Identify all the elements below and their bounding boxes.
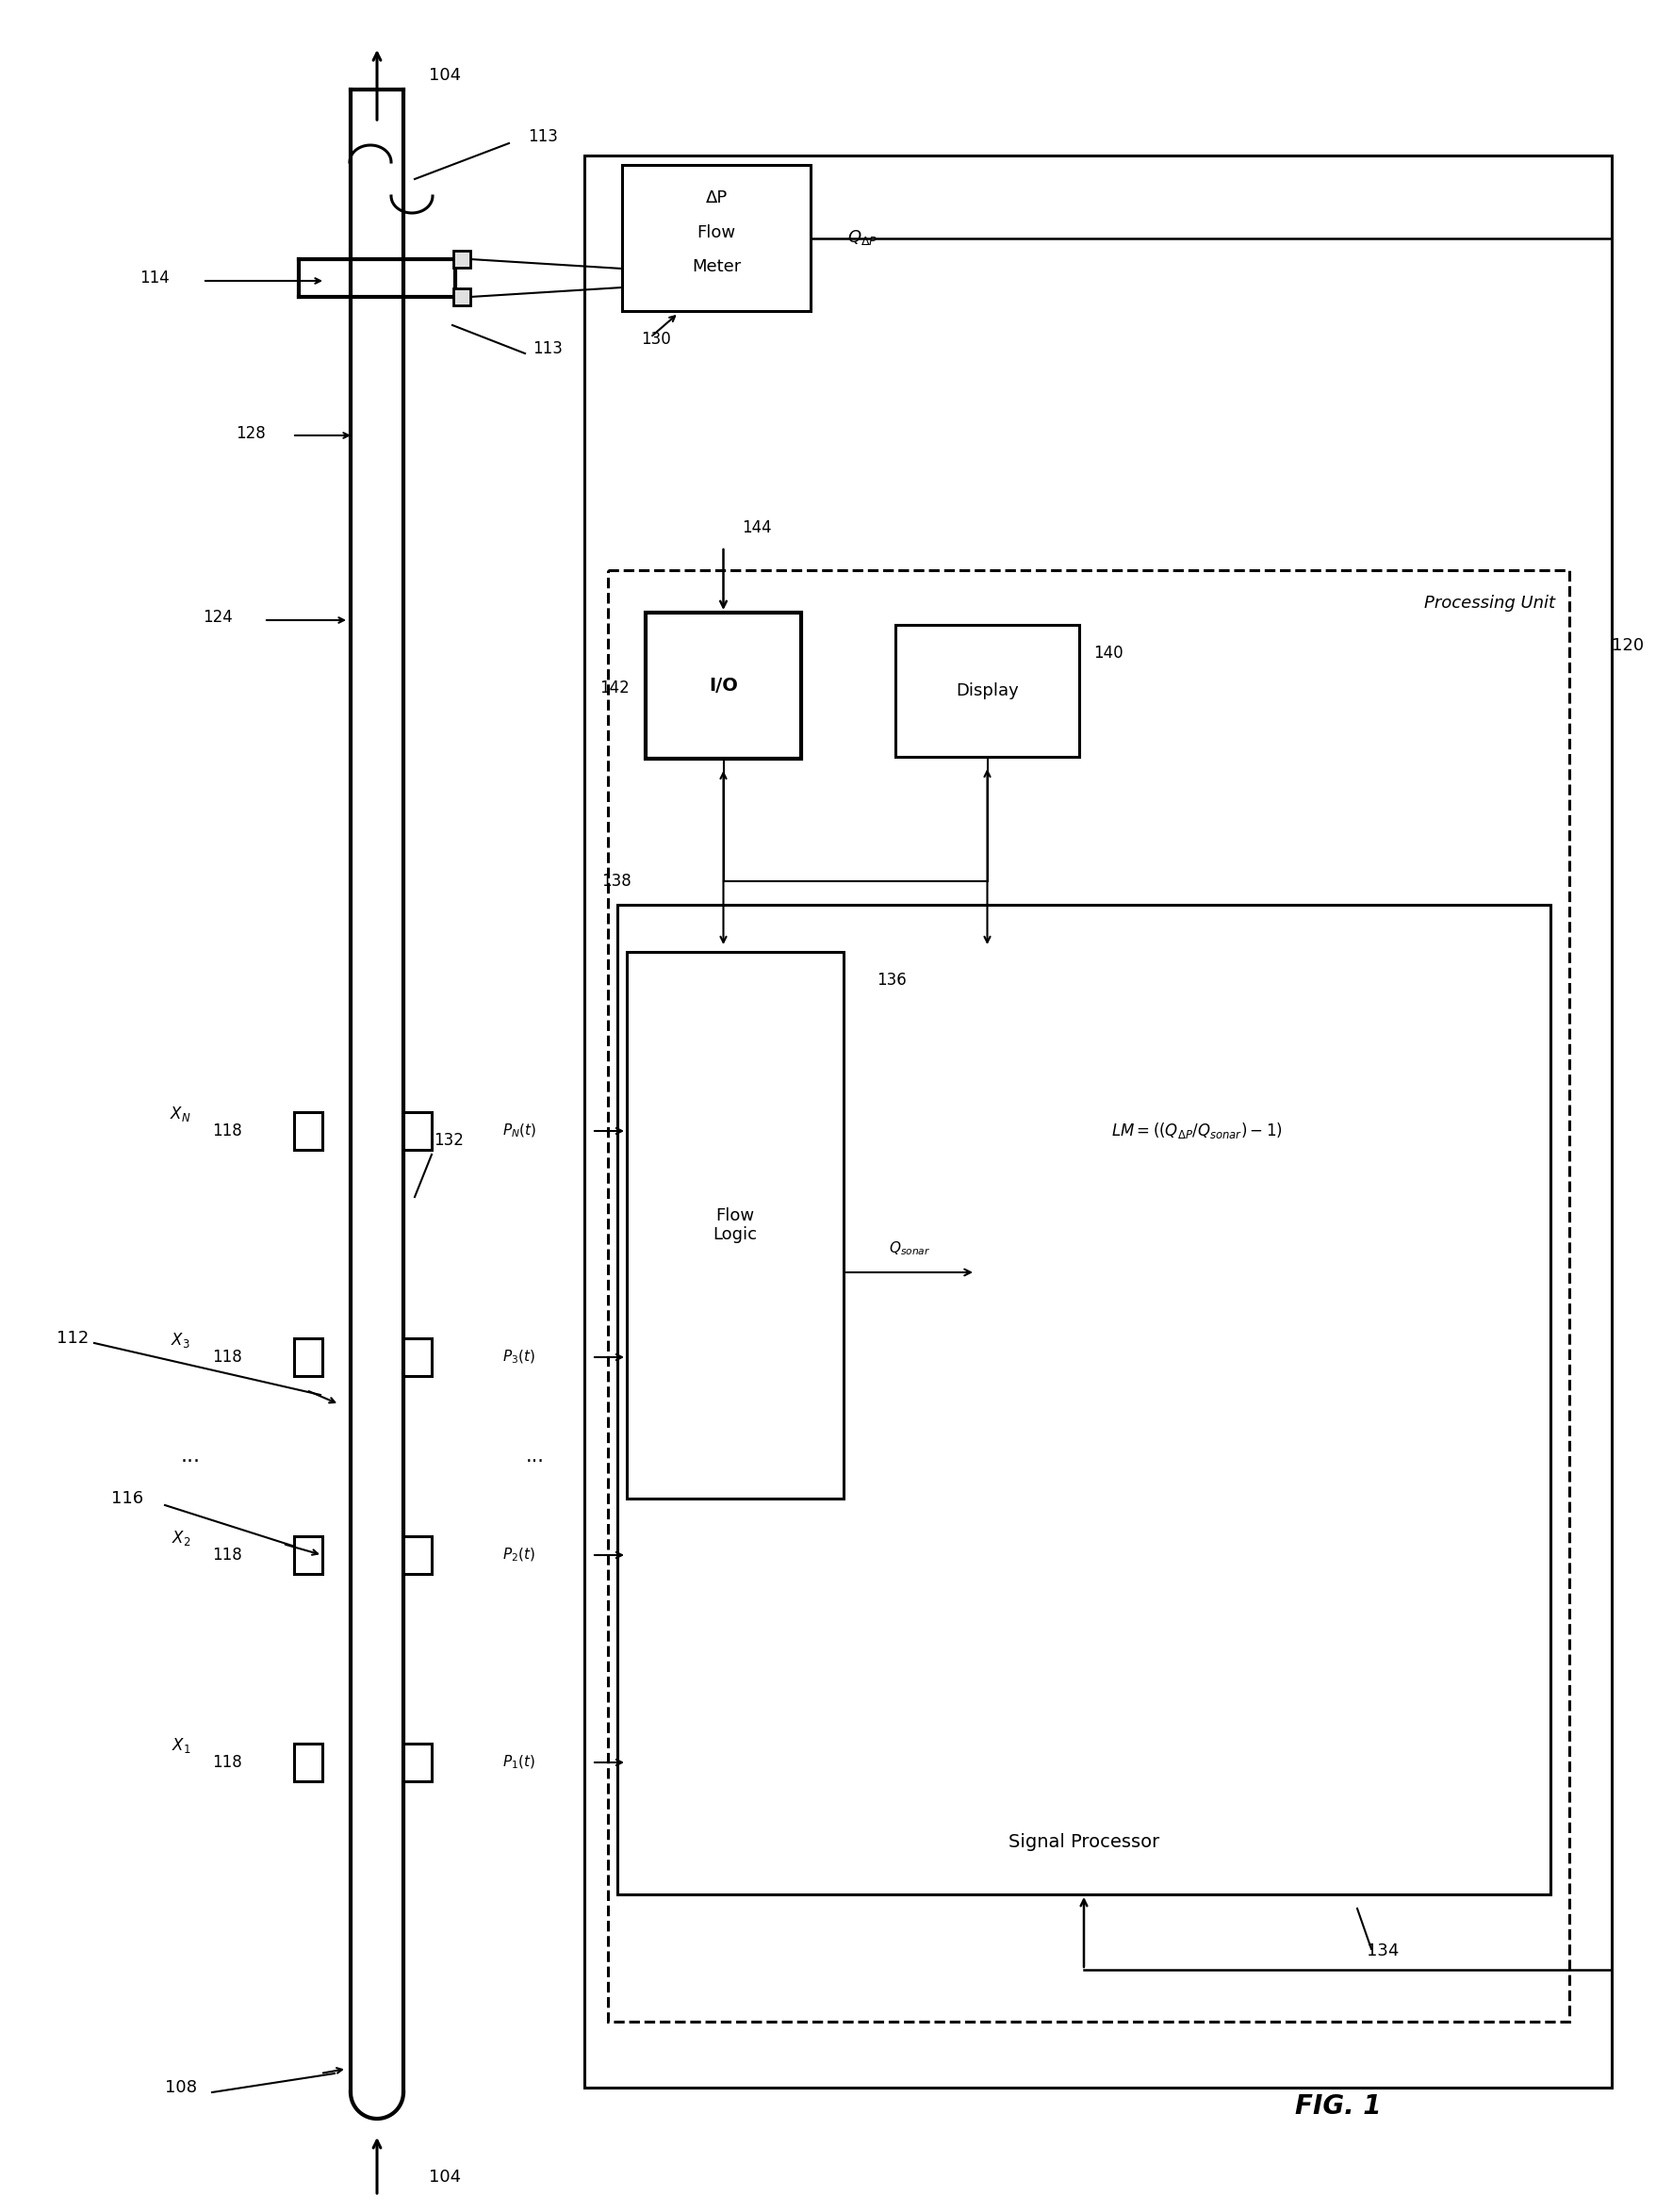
Text: $Q_{\Delta P}$: $Q_{\Delta P}$: [848, 228, 878, 248]
Bar: [626, 951, 843, 1498]
Text: 113: 113: [528, 128, 558, 146]
Bar: [295, 1537, 323, 1575]
Text: I/O: I/O: [709, 677, 739, 695]
Text: $Q_{sonar}$: $Q_{sonar}$: [889, 1241, 931, 1259]
Bar: [404, 1113, 432, 1150]
Bar: [404, 1338, 432, 1376]
Bar: [896, 624, 1080, 757]
Text: 136: 136: [876, 971, 906, 989]
Bar: [618, 905, 1550, 1893]
Text: $P_1(t)$: $P_1(t)$: [502, 1754, 535, 1772]
Text: $X_1$: $X_1$: [171, 1736, 190, 1754]
Text: Meter: Meter: [692, 259, 740, 274]
Text: $X_N$: $X_N$: [169, 1104, 190, 1124]
Text: 104: 104: [429, 66, 460, 84]
Text: $P_N(t)$: $P_N(t)$: [502, 1121, 537, 1139]
Text: FIG. 1: FIG. 1: [1295, 2093, 1381, 2119]
Text: $X_3$: $X_3$: [171, 1332, 190, 1349]
Text: 112: 112: [56, 1329, 89, 1347]
Bar: [585, 155, 1611, 2088]
Text: $P_2(t)$: $P_2(t)$: [502, 1546, 535, 1564]
Text: 140: 140: [1093, 644, 1123, 661]
Text: Display: Display: [956, 681, 1018, 699]
Text: 114: 114: [139, 270, 169, 288]
Text: ΔP: ΔP: [705, 190, 727, 206]
Text: 138: 138: [601, 874, 631, 889]
Bar: [608, 571, 1570, 2022]
Text: 134: 134: [1366, 1942, 1399, 1960]
Text: 142: 142: [599, 679, 629, 697]
Text: 128: 128: [235, 425, 265, 442]
Bar: [623, 166, 810, 312]
Text: 113: 113: [533, 341, 563, 356]
Text: 120: 120: [1611, 637, 1644, 655]
Text: 116: 116: [111, 1491, 144, 1506]
Text: ...: ...: [527, 1447, 545, 1467]
Text: 104: 104: [429, 2168, 460, 2185]
Text: 130: 130: [641, 332, 671, 347]
Bar: [454, 250, 470, 268]
Text: 118: 118: [212, 1349, 242, 1365]
Bar: [646, 613, 802, 759]
Text: 108: 108: [166, 2079, 197, 2097]
Bar: [295, 1113, 323, 1150]
Bar: [295, 1338, 323, 1376]
Text: $P_3(t)$: $P_3(t)$: [502, 1349, 535, 1365]
Text: Flow: Flow: [697, 223, 735, 241]
Text: 118: 118: [212, 1754, 242, 1772]
Text: Flow
Logic: Flow Logic: [714, 1208, 757, 1243]
Text: 124: 124: [202, 608, 232, 626]
Text: ...: ...: [181, 1447, 200, 1467]
Text: 144: 144: [742, 520, 772, 535]
Text: 118: 118: [212, 1546, 242, 1564]
Text: 132: 132: [434, 1133, 464, 1148]
Bar: [404, 1537, 432, 1575]
Text: 118: 118: [212, 1121, 242, 1139]
Bar: [295, 1743, 323, 1781]
Text: $X_2$: $X_2$: [171, 1528, 190, 1548]
Text: Processing Unit: Processing Unit: [1424, 595, 1555, 613]
Text: $LM=((Q_{\Delta P}/Q_{sonar})-1)$: $LM=((Q_{\Delta P}/Q_{sonar})-1)$: [1111, 1121, 1283, 1141]
Bar: [454, 288, 470, 305]
Text: Signal Processor: Signal Processor: [1009, 1834, 1159, 1851]
Bar: [404, 1743, 432, 1781]
